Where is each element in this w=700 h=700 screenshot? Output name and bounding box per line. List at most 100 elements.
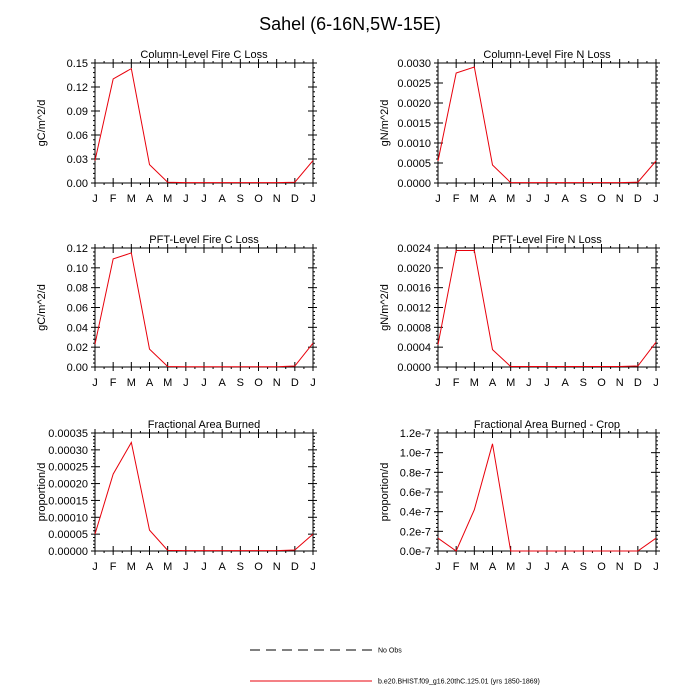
x-tick-label: M <box>506 377 515 389</box>
y-tick-label: 0.00025 <box>48 462 88 474</box>
y-axis-label: proportion/d <box>379 463 391 522</box>
series-line <box>94 441 314 552</box>
x-tick-label: J <box>526 193 532 205</box>
y-tick-label: 0.02 <box>67 342 88 354</box>
y-tick-label: 0.10 <box>67 263 88 275</box>
panel-title: Fractional Area Burned - Crop <box>474 419 620 431</box>
x-tick-label: O <box>254 561 263 573</box>
y-tick-label: 0.0015 <box>397 118 431 130</box>
y-tick-label: 0.0016 <box>397 283 431 295</box>
x-tick-label: J <box>183 193 189 205</box>
legend: No Obs b.e20.BHIST.f09_g16.20thC.125.01 … <box>250 648 540 686</box>
plot-frame <box>94 62 314 184</box>
series-line <box>437 249 657 367</box>
x-tick-label: J <box>544 377 550 389</box>
x-tick-label: F <box>453 377 460 389</box>
y-tick-label: 0.12 <box>67 243 88 255</box>
x-tick-label: J <box>201 193 207 205</box>
x-tick-label: O <box>254 193 263 205</box>
x-tick-label: S <box>237 561 244 573</box>
x-tick-label: F <box>453 193 460 205</box>
panel-title: PFT-Level Fire N Loss <box>492 234 602 246</box>
x-tick-label: S <box>580 561 587 573</box>
y-tick-label: 0.00000 <box>48 546 88 558</box>
y-tick-label: 0.6e-7 <box>400 487 431 499</box>
x-tick-label: A <box>146 193 154 205</box>
panel-title: Column-Level Fire C Loss <box>140 49 268 61</box>
x-tick-label: J <box>526 377 532 389</box>
x-tick-label: J <box>435 561 441 573</box>
x-tick-label: J <box>310 193 316 205</box>
x-tick-label: A <box>146 377 154 389</box>
x-tick-label: M <box>163 193 172 205</box>
x-tick-label: A <box>561 561 569 573</box>
y-tick-label: 0.06 <box>67 130 88 142</box>
y-tick-label: 0.0005 <box>397 158 431 170</box>
y-tick-label: 0.09 <box>67 106 88 118</box>
x-tick-label: J <box>435 193 441 205</box>
panel-title: PFT-Level Fire C Loss <box>149 234 259 246</box>
x-tick-label: A <box>489 561 497 573</box>
y-tick-label: 0.0000 <box>397 178 431 190</box>
y-tick-label: 0.08 <box>67 283 88 295</box>
chart-title: Sahel (6-16N,5W-15E) <box>259 14 441 34</box>
x-tick-label: J <box>526 561 532 573</box>
x-tick-label: A <box>489 193 497 205</box>
y-tick-label: 0.04 <box>67 322 88 334</box>
y-tick-label: 0.0004 <box>397 342 431 354</box>
x-tick-label: J <box>92 377 98 389</box>
plot-frame <box>437 432 657 552</box>
y-tick-label: 0.00020 <box>48 479 88 491</box>
y-tick-label: 0.00030 <box>48 445 88 457</box>
x-tick-label: J <box>310 561 316 573</box>
x-tick-label: N <box>616 193 624 205</box>
y-tick-label: 0.0010 <box>397 138 431 150</box>
x-tick-label: A <box>218 193 226 205</box>
x-tick-label: N <box>273 561 281 573</box>
x-tick-label: S <box>580 377 587 389</box>
x-tick-label: J <box>201 561 207 573</box>
x-tick-label: N <box>616 561 624 573</box>
y-axis-label: gN/m^2/d <box>379 284 391 331</box>
x-tick-label: D <box>291 193 299 205</box>
x-tick-label: D <box>634 561 642 573</box>
y-tick-label: 0.0000 <box>397 362 431 374</box>
panel-title: Column-Level Fire N Loss <box>483 49 611 61</box>
y-axis-label: proportion/d <box>36 463 48 522</box>
y-tick-label: 0.00 <box>67 362 88 374</box>
legend-obs-label: No Obs <box>378 648 402 655</box>
x-tick-label: M <box>470 377 479 389</box>
x-tick-label: M <box>470 561 479 573</box>
x-tick-label: A <box>561 193 569 205</box>
x-tick-label: S <box>237 377 244 389</box>
series-line <box>94 67 314 184</box>
x-tick-label: A <box>489 377 497 389</box>
x-tick-label: O <box>597 377 606 389</box>
plot-frame <box>437 247 657 368</box>
y-tick-label: 0.0025 <box>397 78 431 90</box>
y-tick-label: 0.0e-7 <box>400 546 431 558</box>
x-tick-label: J <box>201 377 207 389</box>
y-tick-label: 0.00005 <box>48 529 88 541</box>
x-tick-label: S <box>580 193 587 205</box>
x-tick-label: F <box>110 193 117 205</box>
x-tick-label: D <box>291 377 299 389</box>
series-line <box>437 443 657 552</box>
y-tick-label: 0.00010 <box>48 512 88 524</box>
y-tick-label: 0.8e-7 <box>400 467 431 479</box>
y-tick-label: 0.12 <box>67 82 88 94</box>
y-tick-label: 0.00015 <box>48 495 88 507</box>
y-tick-label: 0.4e-7 <box>400 507 431 519</box>
y-tick-label: 1.2e-7 <box>400 428 431 440</box>
x-tick-label: J <box>653 193 659 205</box>
y-tick-label: 0.0024 <box>397 243 431 255</box>
y-tick-label: 0.0012 <box>397 303 431 315</box>
x-tick-label: J <box>92 193 98 205</box>
plot-frame <box>94 432 314 552</box>
panel-title: Fractional Area Burned <box>148 419 261 431</box>
